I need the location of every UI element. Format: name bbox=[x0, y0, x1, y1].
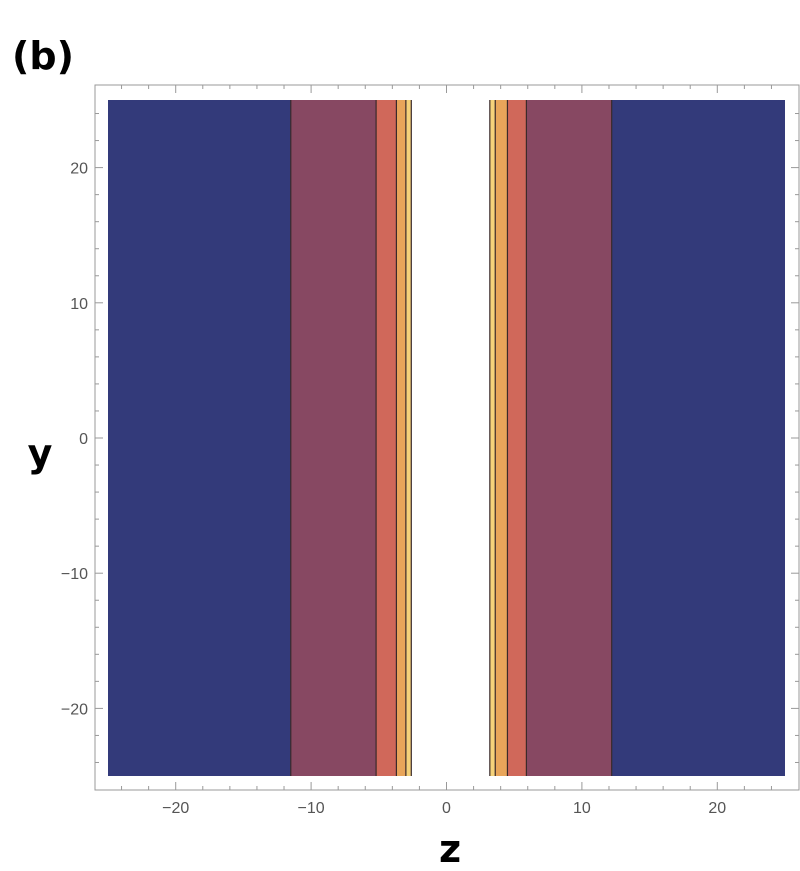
contour-band-3 bbox=[396, 100, 406, 776]
y-tick-label: 0 bbox=[79, 431, 88, 448]
x-tick-label: 0 bbox=[442, 800, 451, 817]
y-axis-label: y bbox=[28, 431, 53, 475]
contour-band-7 bbox=[495, 100, 508, 776]
contour-band-6 bbox=[489, 100, 496, 776]
contour-band-2 bbox=[376, 100, 397, 776]
x-tick-label: −10 bbox=[298, 800, 325, 817]
tick-labels: −20 −10 0 10 20 −20 −10 0 10 20 bbox=[61, 161, 726, 817]
contour-bands bbox=[108, 100, 785, 776]
x-axis-label: z bbox=[439, 827, 461, 871]
contour-band-8 bbox=[507, 100, 527, 776]
x-tick-label: −20 bbox=[162, 800, 189, 817]
contour-band-5 bbox=[411, 100, 490, 776]
contour-lines bbox=[290, 100, 613, 776]
y-tick-label: −20 bbox=[61, 701, 88, 718]
panel-label: (b) bbox=[12, 34, 74, 78]
contour-band-10 bbox=[611, 100, 785, 776]
y-tick-label: −10 bbox=[61, 566, 88, 583]
contour-band-9 bbox=[526, 100, 612, 776]
x-tick-label: 10 bbox=[573, 800, 591, 817]
y-tick-label: 20 bbox=[70, 161, 88, 178]
contour-band-4 bbox=[405, 100, 412, 776]
axis-ticks bbox=[95, 85, 799, 790]
x-tick-label: 20 bbox=[708, 800, 726, 817]
y-tick-label: 10 bbox=[70, 296, 88, 313]
contour-band-0 bbox=[108, 100, 291, 776]
contour-band-1 bbox=[290, 100, 377, 776]
